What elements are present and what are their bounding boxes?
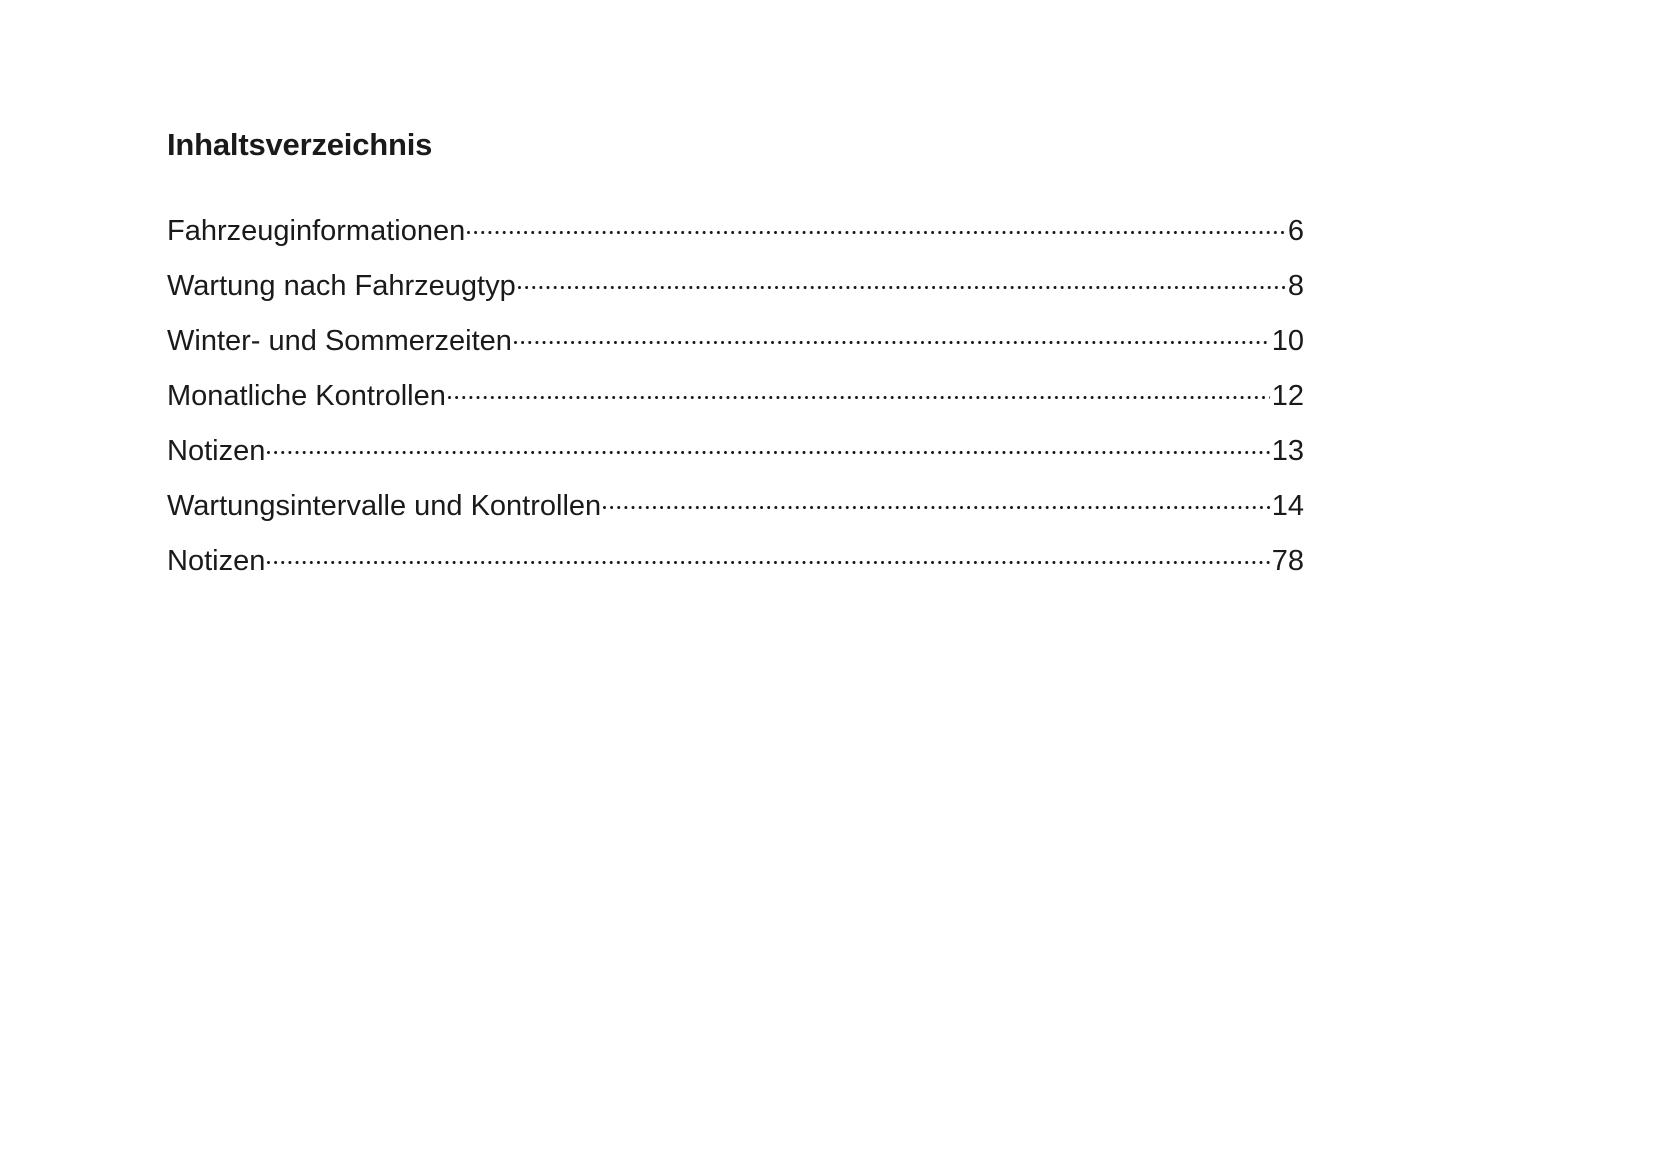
- toc-entry-leader-dots: [513, 321, 1270, 350]
- toc-entry-page-number: 6: [1287, 215, 1304, 248]
- toc-entry-page-number: 10: [1271, 325, 1304, 358]
- toc-entry-leader-dots: [467, 211, 1286, 240]
- toc-entry-page-number: 78: [1271, 545, 1304, 578]
- toc-entry-label: Winter- und Sommerzeiten: [167, 325, 512, 358]
- toc-entry-leader-dots: [267, 541, 1270, 570]
- toc-entry-leader-dots: [603, 486, 1270, 515]
- toc-entry[interactable]: Winter- und Sommerzeiten 10: [167, 320, 1304, 375]
- toc-entry-label: Wartung nach Fahrzeugtyp: [167, 270, 516, 303]
- toc-entry-leader-dots: [447, 376, 1270, 405]
- toc-entry-leader-dots: [267, 431, 1270, 460]
- toc-entry-label: Wartungsintervalle und Kontrollen: [167, 490, 602, 523]
- toc-entry[interactable]: Notizen 13: [167, 430, 1304, 485]
- toc-entry-label: Fahrzeuginformationen: [167, 215, 466, 248]
- toc-entry[interactable]: Wartungsintervalle und Kontrollen 14: [167, 485, 1304, 540]
- toc-entry[interactable]: Wartung nach Fahrzeugtyp 8: [167, 265, 1304, 320]
- toc-entry-page-number: 12: [1271, 380, 1304, 413]
- toc-entry-label: Notizen: [167, 545, 266, 578]
- toc-entry[interactable]: Monatliche Kontrollen 12: [167, 375, 1304, 430]
- toc-entry-label: Notizen: [167, 435, 266, 468]
- toc-entry-page-number: 8: [1287, 270, 1304, 303]
- toc-entry[interactable]: Fahrzeuginformationen 6: [167, 210, 1304, 265]
- toc-entry-page-number: 13: [1271, 435, 1304, 468]
- page-content: Inhaltsverzeichnis Fahrzeuginformationen…: [167, 127, 1304, 595]
- toc-entry-page-number: 14: [1271, 490, 1304, 523]
- toc-entry-leader-dots: [517, 266, 1286, 295]
- toc-entry[interactable]: Notizen 78: [167, 540, 1304, 595]
- table-of-contents-list: Fahrzeuginformationen 6 Wartung nach Fah…: [167, 210, 1304, 595]
- toc-entry-label: Monatliche Kontrollen: [167, 380, 446, 413]
- page-title: Inhaltsverzeichnis: [167, 127, 433, 162]
